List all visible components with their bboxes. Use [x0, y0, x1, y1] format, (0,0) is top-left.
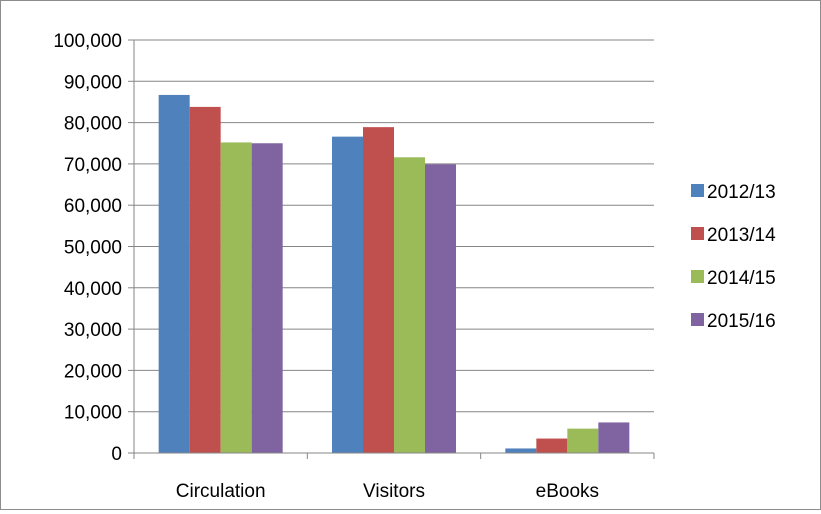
legend-swatch [691, 270, 704, 283]
legend-label: 2013/14 [707, 225, 776, 246]
y-tick-label: 100,000 [53, 31, 122, 52]
x-category-label: Circulation [176, 481, 266, 502]
x-axis [128, 40, 655, 459]
y-tick-label: 0 [111, 444, 122, 465]
bar-2015-16-circulation [251, 143, 283, 453]
y-tick-label: 20,000 [64, 361, 122, 382]
bar-2013-14-visitors [363, 127, 394, 453]
legend-label: 2014/15 [707, 268, 776, 289]
x-axis-labels: Circulation Visitors eBooks [176, 481, 599, 502]
y-tick-label: 10,000 [64, 403, 122, 424]
bar-2014-15-circulation [220, 142, 252, 453]
legend-swatch [691, 227, 704, 240]
bar-2012-13-ebooks [505, 448, 537, 453]
y-tick-label: 70,000 [64, 155, 122, 176]
legend-label: 2012/13 [707, 182, 776, 203]
bars [158, 94, 630, 454]
legend-swatch [691, 313, 704, 326]
bar-2014-15-visitors [394, 157, 425, 454]
bar-2014-15-ebooks [567, 428, 599, 453]
bar-2015-16-ebooks [598, 422, 630, 453]
y-tick-label: 60,000 [64, 196, 122, 217]
x-category-label: Visitors [363, 481, 425, 502]
legend-swatch [691, 184, 704, 197]
y-tick-label: 80,000 [64, 114, 122, 135]
y-tick-label: 40,000 [64, 279, 122, 300]
legend-label: 2015/16 [707, 311, 776, 332]
bar-2013-14-circulation [189, 106, 221, 453]
bar-2012-13-visitors [332, 136, 363, 453]
x-category-label: eBooks [536, 481, 599, 502]
y-tick-label: 30,000 [64, 320, 122, 341]
y-axis-ticks: 0 10,000 20,000 30,000 40,000 50,000 60,000 70,… [53, 31, 134, 465]
y-tick-label: 50,000 [64, 238, 122, 259]
bar-2013-14-ebooks [536, 438, 568, 453]
bar-2015-16-visitors [425, 164, 456, 454]
legend: 2012/13 2013/14 2014/15 2015/16 [691, 182, 776, 332]
bar-2012-13-circulation [158, 94, 190, 453]
y-tick-label: 90,000 [64, 72, 122, 93]
